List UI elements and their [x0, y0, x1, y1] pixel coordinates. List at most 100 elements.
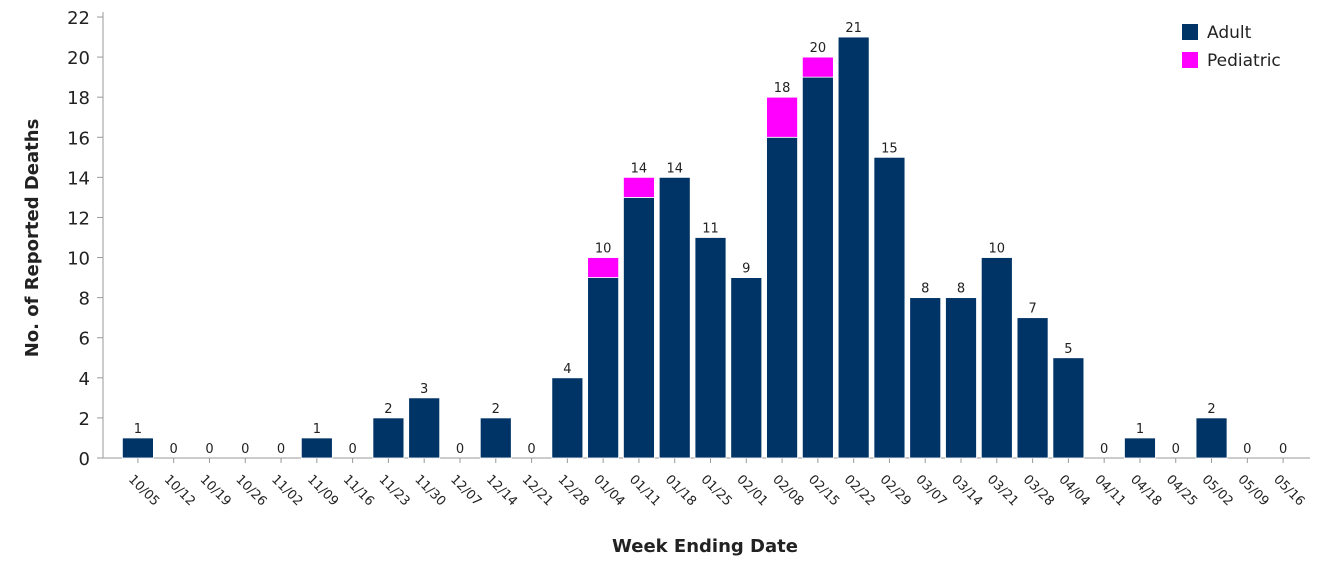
bar-segment [658, 176, 691, 459]
bar-segment [587, 277, 620, 459]
x-tick-label: 10/05 [125, 472, 162, 509]
x-tick-label: 04/11 [1091, 472, 1128, 509]
bar-segment [801, 56, 834, 78]
x-tick-label: 11/09 [304, 472, 341, 509]
total-label: 1 [313, 422, 321, 437]
x-tick-label: 05/16 [1270, 472, 1307, 509]
x-tick-label: 10/12 [161, 472, 198, 509]
bar-segment [730, 277, 763, 459]
total-label: 0 [348, 442, 356, 457]
y-tick-label: 10 [67, 249, 90, 270]
total-label: 2 [1207, 402, 1215, 417]
x-tick-label: 10/26 [232, 472, 269, 509]
x-tick-label: 12/07 [447, 472, 484, 509]
bar-segment [1052, 357, 1085, 459]
total-label: 15 [881, 141, 898, 156]
total-label: 0 [170, 442, 178, 457]
bar-segment [1124, 437, 1156, 459]
bar-segment [766, 96, 798, 138]
bar-segment [551, 377, 584, 459]
total-label: 8 [957, 282, 965, 297]
x-tick-label: 01/04 [590, 472, 627, 509]
bar-segment [945, 297, 977, 459]
bar-segment [909, 297, 942, 459]
x-tick-label: 10/19 [197, 472, 234, 509]
x-tick-label: 12/21 [519, 472, 556, 509]
legend-swatch [1182, 52, 1198, 68]
bar-segment [587, 257, 620, 278]
total-label: 4 [563, 362, 571, 377]
x-tick-label: 02/22 [841, 472, 878, 509]
total-label: 18 [774, 81, 791, 96]
bar-segment [694, 237, 727, 459]
x-tick-label: 02/08 [769, 472, 806, 509]
x-tick-label: 12/14 [483, 472, 520, 509]
total-label: 2 [384, 402, 392, 417]
total-label: 0 [1243, 442, 1251, 457]
x-tick-label: 03/28 [1020, 472, 1057, 509]
total-label: 10 [989, 242, 1006, 257]
total-label: 1 [134, 422, 142, 437]
total-label: 8 [921, 282, 929, 297]
total-label: 0 [1279, 442, 1287, 457]
x-tick-label: 11/02 [268, 472, 305, 509]
y-tick-label: 6 [79, 329, 90, 350]
y-tick-label: 20 [67, 48, 90, 69]
x-tick-label: 11/16 [340, 472, 377, 509]
x-tick-label: 04/25 [1163, 472, 1200, 509]
total-label: 10 [595, 242, 612, 257]
x-tick-label: 04/18 [1127, 472, 1164, 509]
total-label: 9 [742, 262, 750, 277]
legend-swatch [1182, 24, 1198, 40]
y-tick-label: 18 [67, 88, 90, 109]
total-label: 0 [456, 442, 464, 457]
y-tick-label: 4 [79, 369, 90, 390]
bar-segment [873, 156, 906, 459]
total-label: 0 [241, 442, 249, 457]
y-tick-label: 8 [79, 289, 90, 310]
x-tick-label: 12/28 [555, 472, 592, 509]
y-axis-title: No. of Reported Deaths [22, 119, 43, 358]
x-tick-label: 11/30 [411, 472, 448, 509]
bar-segment [980, 257, 1013, 459]
x-tick-label: 03/21 [984, 472, 1021, 509]
total-label: 14 [631, 161, 648, 176]
total-label: 0 [1100, 442, 1108, 457]
bar-segment [1195, 417, 1228, 459]
x-tick-label: 05/02 [1199, 472, 1236, 509]
legend-label: Pediatric [1207, 51, 1281, 71]
x-tick-label: 02/01 [733, 472, 770, 509]
x-tick-label: 01/11 [626, 472, 663, 509]
total-label: 3 [420, 382, 428, 397]
x-tick-label: 02/15 [805, 472, 842, 509]
total-label: 7 [1028, 302, 1036, 317]
bar-segment [837, 36, 870, 459]
total-label: 0 [527, 442, 535, 457]
y-tick-label: 12 [67, 208, 90, 229]
x-tick-label: 01/18 [662, 472, 699, 509]
total-label: 20 [810, 41, 827, 56]
total-label: 2 [492, 402, 500, 417]
total-label: 14 [666, 161, 683, 176]
bar-segment [300, 437, 333, 459]
y-tick-label: 16 [67, 128, 90, 149]
total-label: 1 [1136, 422, 1144, 437]
bar-segment [408, 397, 441, 459]
y-tick-label: 14 [67, 168, 90, 189]
total-label: 5 [1064, 342, 1072, 357]
bar-segment [372, 417, 405, 459]
x-tick-label: 02/29 [877, 472, 914, 509]
x-tick-label: 04/04 [1056, 472, 1093, 509]
bar-segment [766, 136, 798, 459]
x-tick-label: 01/25 [698, 472, 735, 509]
x-tick-label: 11/23 [376, 472, 413, 509]
total-label: 21 [845, 21, 862, 36]
y-tick-label: 2 [79, 409, 90, 430]
total-label: 0 [1172, 442, 1180, 457]
y-tick-label: 22 [67, 8, 90, 29]
bar-segment [623, 176, 655, 198]
bar-segment [801, 76, 834, 459]
x-tick-label: 03/07 [912, 472, 949, 509]
total-label: 0 [277, 442, 285, 457]
